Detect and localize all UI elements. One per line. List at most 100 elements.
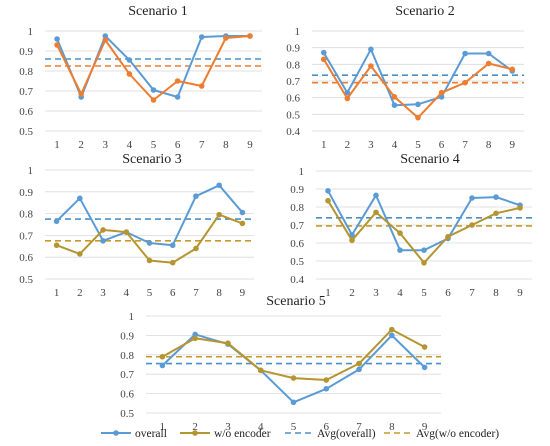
x-tick-label: 8 — [493, 287, 499, 299]
wo-encoder-point — [389, 326, 395, 333]
legend-overall-marker — [113, 430, 119, 436]
wo-encoder-point — [485, 60, 492, 67]
chart-panel-3: Scenario 3 0.5 0.6 0.7 0.8 0.9 1 1 2 3 4 5 6 7 8 9 — [19, 152, 254, 299]
wo-encoder-point — [146, 257, 153, 264]
chart-panel-1: Scenario 1 0.5 0.6 0.7 0.8 0.9 1 1 2 3 4 5 6 7 8 9 — [19, 4, 262, 151]
wo-encoder-point — [438, 89, 445, 96]
x-tick-label: 1 — [325, 287, 331, 299]
legend-avg-wo-label: Avg(w/o encoder) — [416, 428, 499, 440]
wo-encoder-point — [325, 197, 331, 204]
wo-encoder-point — [223, 35, 229, 41]
x-tick-label: 8 — [486, 139, 492, 151]
x-tick-label: 6 — [175, 139, 181, 151]
x-tick-label: 3 — [368, 139, 374, 151]
overall-point — [421, 247, 427, 253]
wo-encoder-point — [239, 220, 246, 227]
wo-encoder-point — [397, 230, 403, 236]
x-tick-label: 4 — [397, 287, 403, 299]
y-tick-label: 0.8 — [19, 66, 33, 78]
x-tick-label: 9 — [517, 287, 523, 299]
wo-encoder-point — [373, 209, 379, 216]
y-tick-label: 0.9 — [286, 43, 300, 55]
x-tick-label: 1 — [54, 139, 60, 151]
wo-encoder-point — [493, 210, 499, 217]
x-tick-label: 4 — [124, 287, 130, 299]
x-tick-label: 7 — [199, 139, 205, 151]
wo-encoder-point — [102, 37, 109, 43]
y-tick-label: 0.8 — [286, 59, 300, 71]
y-tick-label: 0.7 — [19, 230, 33, 242]
wo-encoder-point — [356, 360, 362, 367]
wo-encoder-point — [174, 78, 181, 84]
y-tick-label: 0.8 — [290, 202, 304, 214]
wo-encoder-point — [169, 259, 176, 266]
x-tick-label: 2 — [345, 139, 351, 151]
overall-point — [198, 34, 205, 40]
overall-point — [397, 247, 403, 253]
y-tick-label: 0.8 — [120, 350, 134, 362]
overall-point — [323, 385, 330, 392]
y-tick-label: 0.4 — [290, 274, 304, 286]
wo-encoder-point — [225, 340, 231, 346]
wo-encoder-point — [344, 95, 351, 102]
chart-title: Scenario 3 — [122, 152, 181, 167]
x-tick-label: 8 — [389, 421, 395, 433]
chart-title: Scenario 2 — [395, 4, 454, 19]
legend-wo-marker — [192, 430, 198, 436]
chart-title: Scenario 5 — [266, 294, 325, 309]
x-tick-label: 7 — [462, 139, 468, 151]
y-tick-label: 0.6 — [120, 389, 134, 401]
overall-point — [239, 209, 246, 216]
overall-point — [126, 57, 133, 63]
y-tick-label: 0.8 — [19, 209, 33, 221]
y-tick-label: 0.5 — [19, 126, 33, 138]
overall-point — [391, 102, 398, 108]
wo-encoder-point — [192, 335, 198, 342]
legend-avg-overall-label: Avg(overall) — [317, 428, 376, 440]
overall-point — [325, 188, 331, 194]
wo-encoder-point — [415, 114, 421, 121]
x-tick-label: 5 — [151, 139, 157, 151]
x-tick-label: 6 — [445, 287, 451, 299]
x-tick-label: 2 — [77, 287, 83, 299]
y-tick-label: 0.7 — [286, 76, 300, 88]
overall-point — [174, 94, 181, 100]
y-tick-label: 0.6 — [19, 252, 33, 264]
wo-encoder-point — [320, 56, 327, 63]
y-tick-label: 0.6 — [19, 106, 33, 118]
legend-wo-label: w/o encoder — [214, 428, 271, 440]
x-tick-label: 1 — [54, 287, 60, 299]
x-tick-label: 2 — [192, 421, 198, 433]
wo-encoder-point — [517, 205, 523, 211]
y-tick-label: 0.9 — [120, 330, 134, 342]
wo-encoder-point — [349, 237, 355, 244]
overall-point — [54, 36, 60, 42]
overall-point — [53, 218, 60, 225]
wo-encoder-point — [77, 251, 83, 257]
wo-encoder-point — [509, 66, 516, 73]
x-tick-label: 5 — [147, 287, 153, 299]
y-tick-label: 0.7 — [19, 86, 33, 98]
y-tick-label: 1 — [295, 26, 301, 38]
wo-encoder-point — [126, 71, 133, 77]
wo-encoder-point — [53, 242, 60, 249]
x-tick-label: 6 — [439, 139, 445, 151]
overall-point — [421, 364, 428, 371]
x-tick-label: 7 — [193, 287, 199, 299]
wo-encoder-point — [78, 91, 84, 97]
x-tick-label: 5 — [291, 421, 297, 433]
y-tick-label: 0.9 — [290, 184, 304, 196]
overall-point — [493, 194, 499, 200]
x-tick-label: 5 — [415, 139, 421, 151]
overall-point — [415, 101, 421, 108]
overall-point — [192, 331, 198, 338]
y-tick-label: 0.7 — [120, 369, 134, 381]
y-tick-label: 1 — [28, 165, 34, 177]
legend: overall w/o encoder Avg(overall) Avg(w/o… — [101, 428, 499, 440]
x-tick-label: 8 — [223, 139, 229, 151]
wo-encoder-point — [193, 245, 199, 252]
wo-encoder-point — [421, 344, 428, 350]
y-tick-label: 0.5 — [286, 109, 300, 121]
wo-encoder-point — [247, 33, 253, 39]
